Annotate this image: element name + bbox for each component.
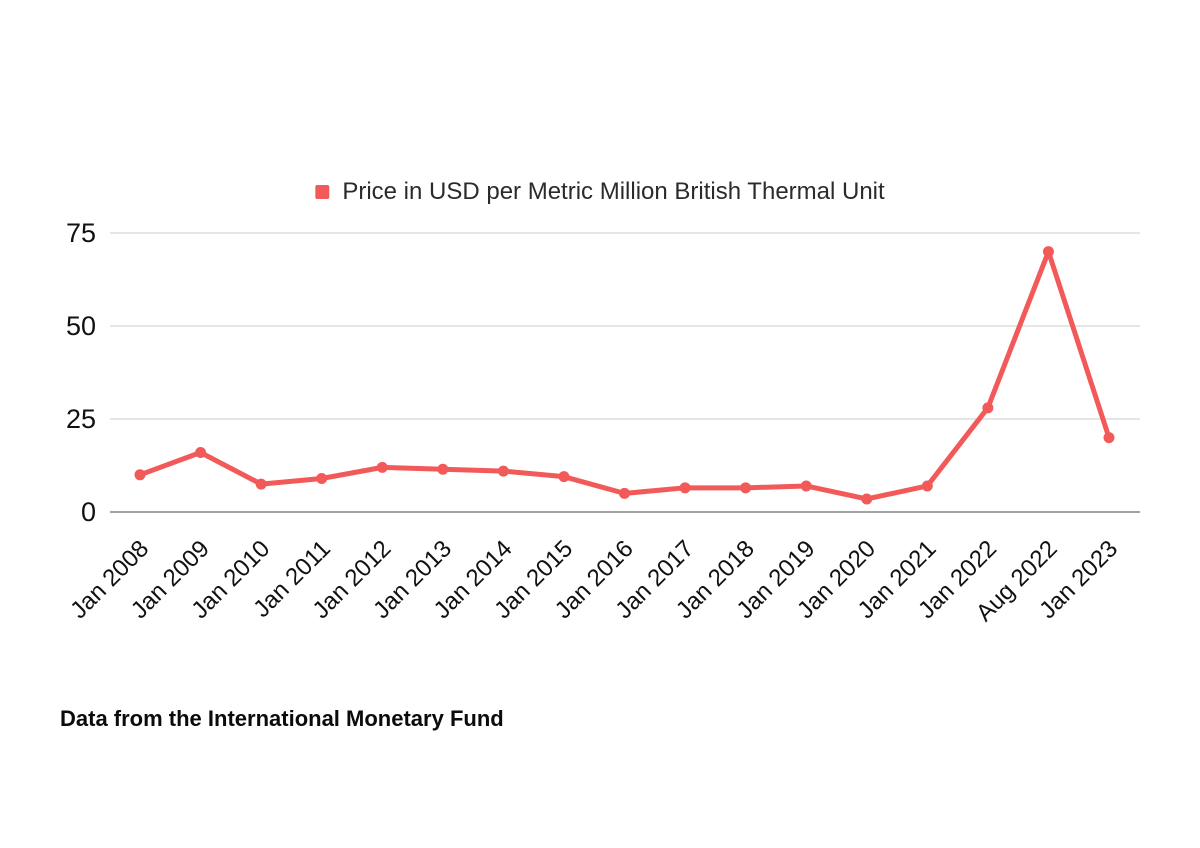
data-point [740, 482, 752, 494]
data-point [497, 465, 509, 477]
source-note: Data from the International Monetary Fun… [60, 706, 504, 731]
data-point [982, 402, 994, 414]
legend-series-label: Price in USD per Metric Million British … [342, 178, 885, 205]
data-point [376, 461, 388, 473]
data-point [679, 482, 691, 494]
price-line [137, 249, 1112, 502]
data-point [619, 487, 630, 499]
data-point [921, 480, 933, 492]
data-point [558, 471, 570, 483]
data-point [861, 493, 873, 505]
data-point [134, 469, 146, 481]
data-point [800, 480, 812, 492]
data-point [195, 446, 207, 458]
chart-legend: Price in USD per Metric Million British … [315, 178, 885, 206]
y-tick-label: 25 [66, 404, 96, 434]
data-point [1103, 432, 1115, 444]
legend-swatch-icon [315, 185, 330, 199]
data-point [316, 473, 328, 485]
y-tick-label: 50 [66, 311, 96, 341]
data-point [255, 478, 267, 490]
y-tick-label: 0 [81, 497, 96, 527]
data-point [437, 463, 449, 475]
data-point [1042, 246, 1054, 258]
y-tick-label: 75 [66, 218, 96, 248]
